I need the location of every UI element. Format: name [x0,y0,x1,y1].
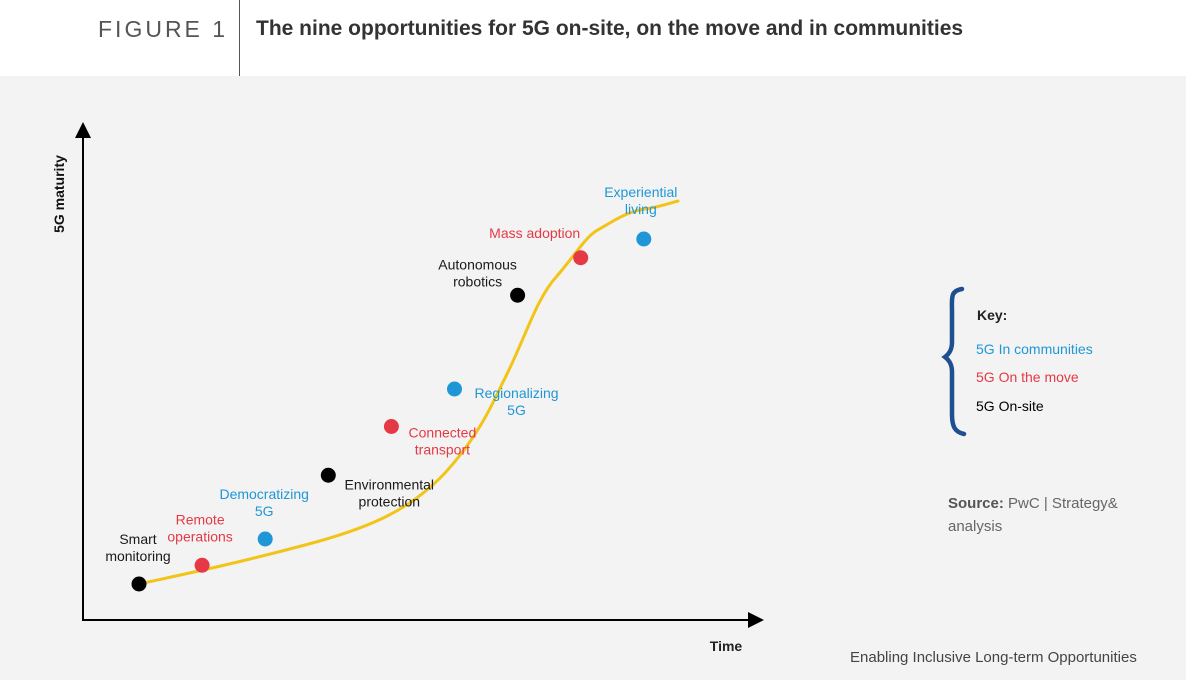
data-point-2 [257,531,273,547]
data-point-8 [636,231,652,247]
key-title: Key: [977,307,1008,323]
data-point-5 [447,381,462,397]
figure-label: FIGURE 1 [98,16,229,42]
point-label-line: protection [359,493,420,509]
point-label-line: Environmental [345,476,435,492]
x-axis-label: Time [710,638,743,654]
data-point-3 [320,467,336,483]
data-points [131,231,652,592]
figure-title: The nine opportunities for 5G on-site, o… [256,17,964,40]
point-label-line: 5G [507,402,526,418]
point-label-line: robotics [453,273,502,289]
key-item-on-site: 5G On-site [976,398,1044,414]
key-item-communities: 5G In communities [976,341,1093,357]
source-note: Source: PwC | Strategy& analysis [948,492,1158,538]
source-label: Source: [948,495,1004,512]
point-label-line: 5G [255,503,274,519]
footer-text: Enabling Inclusive Long-term Opportuniti… [850,649,1137,666]
point-label-line: Connected [409,425,477,441]
point-label-6: Autonomous robotics [438,256,517,289]
figure-panel [0,76,1186,680]
data-point-7 [573,250,589,266]
point-label-line: Experiential [604,184,677,200]
point-label-line: Mass adoption [489,225,580,241]
point-label-3: Environmental protection [345,476,435,509]
point-label-8: Experiential living [604,184,677,217]
key-brace [941,286,967,437]
point-label-line: Smart [119,531,156,547]
point-label-line: Autonomous [438,256,517,272]
data-point-0 [131,576,147,592]
data-point-6 [510,287,526,303]
point-label-7: Mass adoption [489,225,580,241]
point-label-0: Smart monitoring [105,531,170,564]
header-divider [239,0,240,76]
maturity-curve [137,199,680,586]
data-point-4 [383,419,399,434]
point-label-line: living [625,201,657,217]
key-item-on-the-move: 5G On the move [976,369,1079,385]
point-label-4: Connected transport [409,425,477,458]
point-label-line: Regionalizing [474,385,558,401]
y-axis-label: 5G maturity [51,155,67,233]
source-text: PwC | Strategy& analysis [948,495,1118,535]
point-label-line: monitoring [105,548,170,564]
point-label-line: operations [167,528,232,544]
data-point-1 [194,557,210,573]
figure-header: FIGURE 1 The nine opportunities for 5G o… [0,0,1186,76]
point-label-line: Democratizing [219,486,308,502]
point-label-1: Remote operations [167,511,232,544]
point-label-line: Remote [176,511,225,527]
point-label-2: Democratizing 5G [219,486,308,519]
point-label-5: Regionalizing 5G [474,385,558,418]
point-label-line: transport [415,442,470,458]
